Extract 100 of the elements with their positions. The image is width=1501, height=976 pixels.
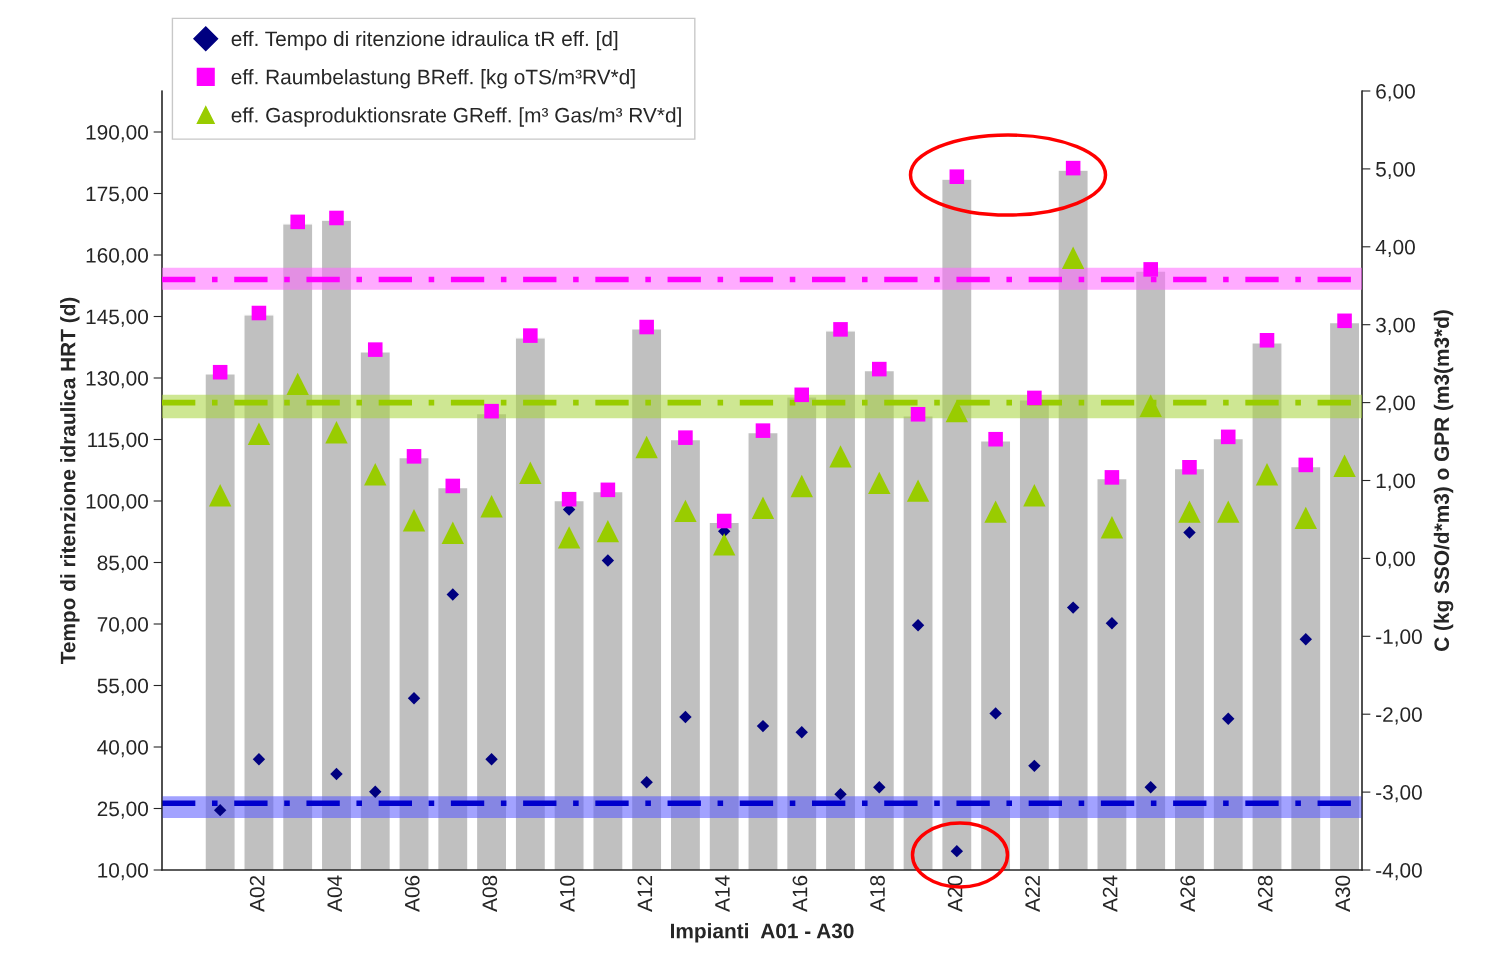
point — [596, 519, 620, 543]
point — [252, 753, 266, 766]
point — [485, 753, 498, 766]
point — [523, 328, 538, 343]
y2-axis-title: C (kg SSO/d*m3) o GPR (m3(m3*d) — [1433, 310, 1454, 651]
point — [1027, 390, 1042, 406]
point — [446, 588, 459, 601]
y-tick-label: 10,00 — [98, 863, 148, 881]
y-tick-label: 130,00 — [86, 371, 148, 389]
point — [1144, 780, 1157, 794]
x-tick-label: A30 — [1335, 875, 1351, 912]
point — [1105, 616, 1119, 630]
point — [911, 619, 925, 632]
y2-tick-label: 4,00 — [1375, 239, 1415, 258]
x-tick-label: A28 — [1257, 875, 1273, 912]
x-tick-label: A24 — [1102, 875, 1118, 912]
point — [1066, 601, 1080, 614]
point — [984, 500, 1007, 523]
x-tick-label: A04 — [327, 875, 343, 912]
y2-tick-label: 6,00 — [1376, 84, 1415, 102]
y-tick-label: 85,00 — [97, 555, 148, 573]
x-tick-label: A20 — [947, 875, 963, 912]
point — [639, 319, 654, 335]
y-tick-label: 100,00 — [86, 494, 148, 512]
point — [561, 491, 577, 507]
x-tick-label: A10 — [559, 875, 575, 912]
point — [756, 719, 770, 733]
point — [364, 463, 387, 486]
y2-tick-label: 5,00 — [1376, 161, 1415, 180]
point — [330, 767, 343, 781]
point — [406, 449, 422, 464]
point — [484, 403, 499, 419]
point — [290, 214, 305, 230]
point — [1333, 454, 1356, 477]
x-tick-label: A08 — [482, 875, 498, 912]
point — [1220, 429, 1236, 445]
y-axis-title: Tempo di ritenzione idraulica HRT (d) — [60, 297, 80, 665]
y-tick-label: 40,00 — [97, 740, 148, 758]
y2-tick-label: 2,00 — [1376, 395, 1415, 413]
x-tick-label: A06 — [404, 875, 420, 912]
point — [1182, 459, 1197, 475]
point — [208, 484, 232, 507]
point — [1294, 506, 1317, 530]
y2-tick-label: -2,00 — [1376, 707, 1422, 725]
point — [790, 474, 813, 498]
point — [1337, 313, 1352, 329]
point — [1299, 632, 1312, 646]
point — [868, 471, 891, 495]
point — [1143, 262, 1158, 277]
y2-tick-label: -1,00 — [1376, 629, 1422, 647]
point — [873, 780, 886, 794]
point — [945, 399, 969, 423]
point — [367, 342, 383, 357]
point — [1065, 160, 1081, 176]
point — [557, 526, 581, 549]
y2-tick-label: 1,00 — [1376, 473, 1415, 491]
point — [286, 372, 309, 396]
point — [445, 478, 461, 494]
x-tick-label: A18 — [870, 875, 885, 912]
point — [1061, 246, 1085, 269]
point — [829, 445, 852, 468]
point — [713, 533, 736, 556]
y-tick-label: 145,00 — [86, 309, 148, 327]
point — [1183, 526, 1196, 539]
point — [600, 482, 616, 498]
point — [872, 361, 887, 377]
legend-label: eff. Raumbelastung BReff. [kg oTS/m³RV*d] — [231, 69, 635, 89]
y2-tick-label: 0,00 — [1376, 551, 1415, 569]
point — [1222, 712, 1235, 725]
x-tick-label: A14 — [715, 875, 730, 912]
y-tick-label: 115,00 — [88, 432, 148, 450]
point — [247, 422, 271, 445]
point — [1139, 394, 1162, 417]
point — [834, 787, 847, 801]
point — [480, 495, 503, 518]
point — [1100, 516, 1124, 539]
point — [988, 431, 1003, 447]
point — [635, 435, 658, 459]
point — [989, 707, 1002, 720]
x-tick-label: A16 — [792, 875, 808, 912]
y-tick-label: 55,00 — [97, 678, 148, 696]
point — [1028, 759, 1041, 773]
point — [751, 496, 775, 519]
point — [402, 509, 426, 532]
point — [1104, 470, 1120, 485]
point — [519, 461, 542, 484]
point — [640, 776, 653, 789]
y-tick-label: 160,00 — [86, 248, 148, 266]
point — [1259, 333, 1275, 348]
point — [949, 169, 965, 184]
point — [1255, 463, 1279, 486]
x-tick-label: A02 — [249, 875, 265, 912]
y2-tick-label: -3,00 — [1376, 785, 1422, 803]
point — [329, 210, 344, 226]
y2-tick-label: 3,00 — [1375, 317, 1415, 335]
point — [441, 521, 464, 544]
point — [906, 479, 930, 502]
point — [407, 692, 421, 705]
point — [1217, 500, 1240, 523]
point — [369, 785, 382, 798]
